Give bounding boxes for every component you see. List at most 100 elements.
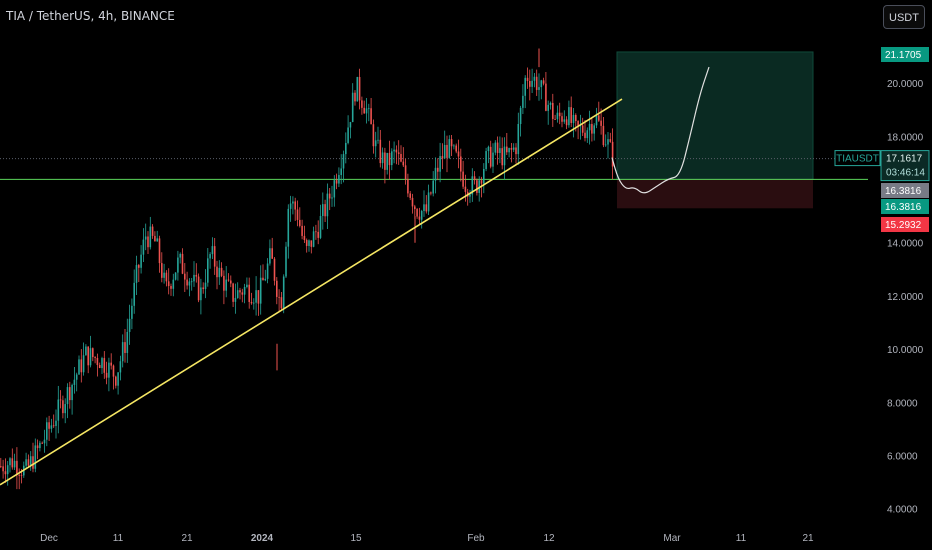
candle [579,114,582,140]
candle [453,144,455,150]
candle-body [282,276,285,309]
candle [581,117,584,137]
candle [126,318,129,363]
candle-body [220,267,223,276]
candle [4,458,7,483]
candle [416,207,418,219]
candle [427,184,430,216]
candle-body [181,253,184,274]
candle [193,261,195,287]
y-tick-label: 14.0000 [887,239,924,250]
candle-body [434,167,437,181]
candle [397,140,400,165]
candle-body [315,231,317,233]
candle [156,230,158,242]
candle-body [82,355,85,373]
candle [358,68,361,110]
candle-body [55,420,57,426]
candle [462,160,464,190]
candle-body [213,246,216,267]
candle [230,275,232,288]
symbol-title: TIA / TetherUS, 4h, BINANCE [6,9,175,23]
candle [607,131,609,159]
candle [66,383,69,419]
price-axis[interactable]: 4.0000 6.0000 8.0000 10.0000 12.0000 14.0000 1… [887,79,924,516]
candle-body [262,277,264,281]
candle [41,441,43,445]
candle [347,115,349,145]
candle-body [131,305,133,319]
candle [473,171,476,185]
candle [485,147,487,172]
candle [563,110,566,124]
candle [457,139,460,169]
candle-body [193,274,195,282]
candle [108,357,110,392]
candle-body [27,459,30,466]
candle [287,204,290,259]
candle-body [570,107,572,123]
candle [64,398,66,424]
candle-body [342,154,345,169]
candle [545,72,547,112]
current-price-label: 17.1617 [886,154,923,165]
candle [170,283,172,296]
candle-body [232,283,234,302]
projection-path[interactable] [611,66,710,194]
candle-body [423,204,425,212]
candle-body [356,77,359,102]
candle [87,346,89,374]
candle [57,385,60,434]
candle [538,73,540,101]
target-zone [616,51,814,180]
position-zones [616,51,814,209]
candle-body [207,258,209,283]
candle [218,260,221,285]
candle-body [579,125,582,127]
candle-body [2,466,4,472]
candle-body [241,292,244,295]
candle [540,79,543,100]
candle [133,269,135,314]
candle [259,265,262,315]
candle-body [602,125,605,146]
candle-body [66,387,69,405]
candle-body [16,460,18,475]
time-axis[interactable]: Dec 11 21 2024 15 Feb 12 Mar 11 21 [40,533,814,544]
candle-body [126,331,129,353]
candle-body [418,216,421,220]
candle [588,110,591,145]
candle-body [248,284,250,302]
candle [278,289,280,311]
candle-body [575,115,577,122]
candle [89,335,92,368]
candle-body [227,279,230,281]
candle [209,252,211,269]
trendline[interactable] [0,98,623,486]
candle [43,429,46,453]
candle [402,147,405,168]
candle-body [432,180,434,194]
candle-body [266,263,269,279]
candle-body [542,80,545,84]
candle-body [138,265,140,268]
candle-body [404,165,407,180]
candle [598,101,600,122]
candle [101,356,103,374]
candle [602,116,605,148]
price-label-box [881,199,929,214]
candle-body [554,118,556,120]
candle [140,245,142,274]
candle [381,147,384,169]
candle-body [289,203,292,209]
candle [220,262,223,278]
candle-body [243,286,246,295]
candle-body [351,92,354,123]
candle-body [361,100,363,108]
price-label-box [881,183,929,198]
candle [315,224,317,240]
currency-unit-button[interactable]: USDT [883,5,925,29]
candle [177,250,179,281]
candle-body [216,266,218,278]
